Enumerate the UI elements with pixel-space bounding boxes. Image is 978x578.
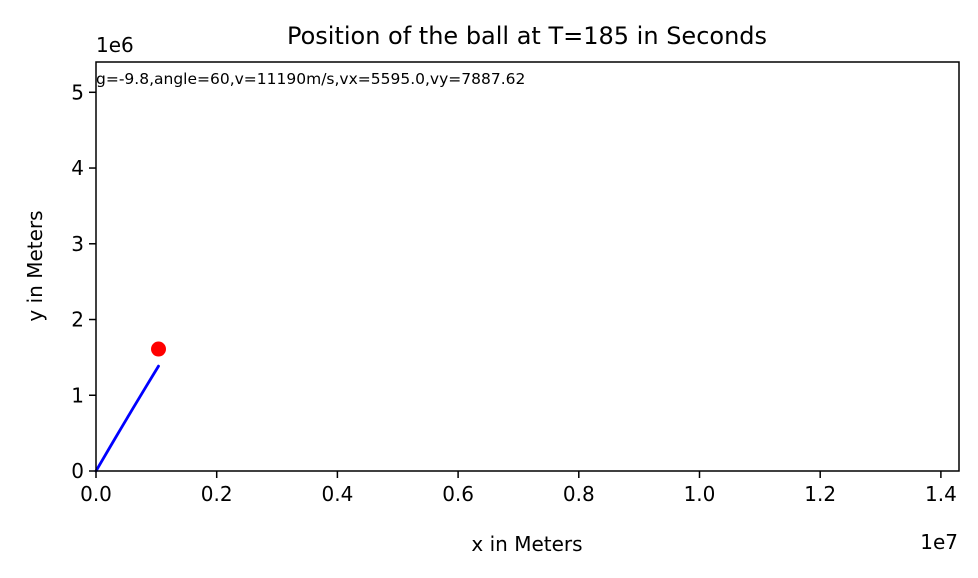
y-tick-label: 4: [71, 156, 84, 180]
trajectory-line: [94, 364, 160, 473]
plot-area-frame: [95, 61, 960, 472]
x-tick-label: 0.2: [201, 482, 233, 506]
y-tick-label: 2: [71, 308, 84, 332]
x-tick-label: 0.0: [80, 482, 112, 506]
plot-layer: [94, 341, 167, 473]
y-axis-label: y in Meters: [23, 210, 47, 321]
annotation-text: g=-9.8,angle=60,v=11190m/s,vx=5595.0,vy=…: [96, 70, 525, 88]
y-offset-label: 1e6: [96, 33, 134, 57]
y-tick-label: 0: [71, 459, 84, 483]
y-axis-ticks: 0 1 2 3 4 5: [71, 80, 96, 483]
chart-title: Position of the ball at T=185 in Seconds: [287, 22, 767, 50]
y-tick-label: 1: [71, 383, 84, 407]
x-tick-label: 1.4: [925, 482, 957, 506]
x-tick-label: 0.4: [321, 482, 353, 506]
ball-marker: [151, 341, 167, 357]
x-offset-label: 1e7: [920, 530, 958, 554]
x-tick-label: 0.6: [442, 482, 474, 506]
x-tick-label: 1.2: [804, 482, 836, 506]
x-axis-label: x in Meters: [471, 532, 582, 556]
x-axis-ticks: 0.0 0.2 0.4 0.6 0.8 1.0 1.2 1.4: [80, 471, 957, 506]
y-tick-label: 3: [71, 232, 84, 256]
x-tick-label: 1.0: [684, 482, 716, 506]
y-tick-label: 5: [71, 80, 84, 104]
x-tick-label: 0.8: [563, 482, 595, 506]
